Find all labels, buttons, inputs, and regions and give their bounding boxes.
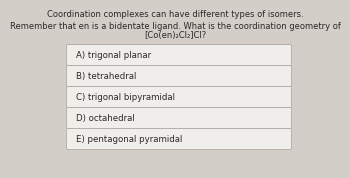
Text: Coordination complexes can have different types of isomers.: Coordination complexes can have differen… bbox=[47, 10, 303, 19]
Text: D) octahedral: D) octahedral bbox=[76, 114, 135, 122]
Text: [Co(en)₂Cl₂]Cl?: [Co(en)₂Cl₂]Cl? bbox=[144, 31, 206, 40]
Text: A) trigonal planar: A) trigonal planar bbox=[76, 51, 151, 59]
FancyBboxPatch shape bbox=[66, 87, 292, 108]
Text: C) trigonal bipyramidal: C) trigonal bipyramidal bbox=[76, 93, 175, 101]
FancyBboxPatch shape bbox=[66, 129, 292, 150]
Text: E) pentagonal pyramidal: E) pentagonal pyramidal bbox=[76, 135, 182, 143]
FancyBboxPatch shape bbox=[66, 108, 292, 129]
FancyBboxPatch shape bbox=[66, 44, 292, 66]
FancyBboxPatch shape bbox=[66, 66, 292, 87]
Text: Remember that en is a bidentate ligand. What is the coordination geometry of: Remember that en is a bidentate ligand. … bbox=[9, 22, 341, 31]
Text: B) tetrahedral: B) tetrahedral bbox=[76, 72, 136, 80]
